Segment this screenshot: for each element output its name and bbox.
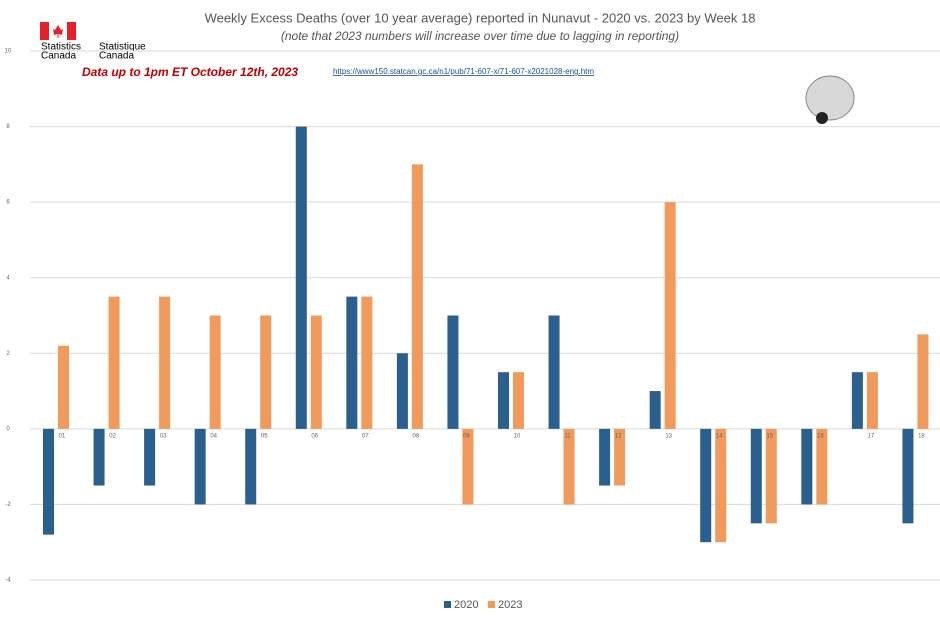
bar [159,296,171,429]
x-tick-label: 09 [463,433,470,439]
paw [816,112,828,124]
flag-band [40,22,49,40]
bar [715,428,727,543]
bar [765,428,777,524]
x-tick-label: 04 [210,433,217,439]
maple-leaf [53,25,63,38]
y-tick-label: 2 [6,351,10,357]
flag-band [67,22,76,40]
bar [144,428,156,486]
x-tick-label: 13 [665,433,672,439]
x-tick-label: 15 [766,433,773,439]
bar [58,345,69,429]
y-tick-label: 10 [5,49,12,55]
x-tick-label: 17 [868,433,875,439]
x-tick-label: 06 [311,433,318,439]
bar [664,202,676,429]
logo-text: Statistics [41,42,81,53]
bar [411,164,423,429]
bar [43,428,54,535]
bar [700,428,712,543]
x-tick-label: 02 [109,433,116,439]
bar [548,315,560,429]
x-tick-label: 16 [817,433,824,439]
bar [614,428,626,486]
bar [866,372,878,429]
x-tick-label: 03 [160,433,167,439]
logo-text: Canada [99,51,134,62]
x-tick-label: 01 [59,433,66,439]
bar [498,372,509,429]
bar [396,353,408,429]
bar [750,428,762,524]
logo-text: Canada [41,51,76,62]
y-tick-label: 8 [6,124,10,130]
bar [649,391,661,429]
bar [917,334,929,429]
legend-swatch [488,601,495,608]
legend-label: 2023 [498,599,522,611]
x-tick-label: 10 [514,433,521,439]
bar [245,428,257,505]
bar [295,126,307,429]
y-tick-label: 6 [6,200,10,206]
y-tick-label: 4 [6,275,10,281]
bar [346,296,358,429]
bar [194,428,206,505]
bar [260,315,272,429]
bar [801,428,813,505]
y-tick-label: 0 [6,426,10,432]
wolf-head [805,75,855,121]
bar [599,428,611,486]
x-tick-label: 07 [362,433,369,439]
x-tick-label: 14 [716,433,723,439]
bar [108,296,120,429]
y-tick-label: -4 [5,578,11,584]
bar [361,296,373,429]
x-tick-label: 18 [918,433,925,439]
x-tick-label: 11 [564,433,571,439]
bar [513,372,524,429]
legend-swatch [444,601,451,608]
bar [816,428,828,505]
x-tick-label: 12 [615,433,622,439]
logo-text: Statistique [99,42,146,53]
bar [563,428,575,505]
wolf-icon [805,75,855,124]
y-tick-label: -2 [5,502,11,508]
source-link[interactable]: https://www150.statcan.gc.ca/n1/pub/71-6… [333,67,594,76]
bar [851,372,863,429]
legend-label: 2020 [454,599,478,611]
bar [447,315,459,429]
bar [462,428,474,505]
bar [93,428,105,486]
x-tick-label: 08 [413,433,420,439]
chart-title: Weekly Excess Deaths (over 10 year avera… [205,10,756,25]
bar [310,315,322,429]
annotation: Data up to 1pm ET October 12th, 2023 [82,65,298,79]
x-tick-label: 05 [261,433,268,439]
bar [209,315,221,429]
chart-subtitle: (note that 2023 numbers will increase ov… [281,29,679,43]
bar [902,428,914,524]
